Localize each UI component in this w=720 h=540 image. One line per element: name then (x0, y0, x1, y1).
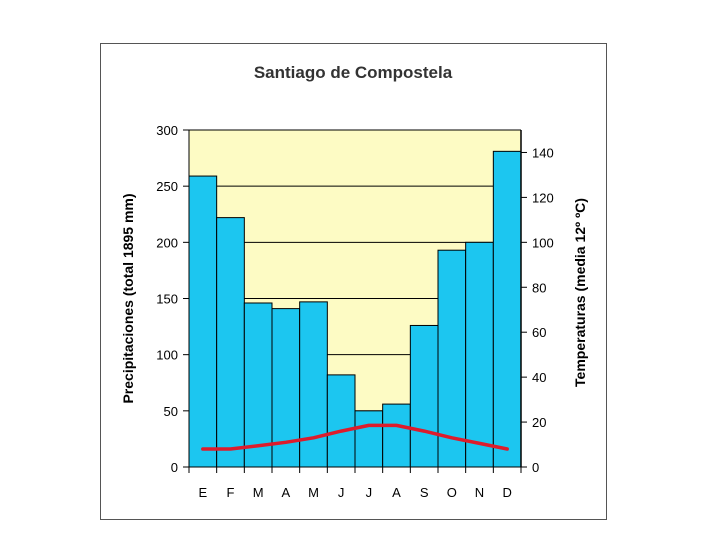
right-tick-label: 0 (532, 460, 539, 475)
tick-labels: 0 50 100 150 200 250 300 0 20 40 60 80 100 120 140 E F M A… (156, 123, 553, 500)
climate-chart: 0 50 100 150 200 250 300 0 20 40 60 80 100 120 140 E F M A… (120, 63, 588, 500)
precipitation-bars (188, 150, 522, 468)
right-tick-label: 140 (532, 145, 554, 160)
precipitation-bar (354, 410, 384, 468)
chart-title: Santiago de Compostela (254, 63, 453, 82)
x-tick-label: A (392, 485, 401, 500)
x-tick-label: E (198, 485, 207, 500)
right-tick-label: 100 (532, 235, 554, 250)
left-tick-label: 150 (156, 292, 178, 307)
precipitation-bar (492, 150, 522, 468)
precipitation-bar (382, 403, 411, 468)
left-tick-label: 300 (156, 123, 178, 138)
x-tick-label: N (475, 485, 484, 500)
x-tick-label: M (308, 485, 319, 500)
axes (183, 129, 527, 473)
x-tick-label: J (366, 485, 373, 500)
right-tick-label: 40 (532, 370, 546, 385)
x-tick-label: S (420, 485, 429, 500)
x-tick-label: A (281, 485, 290, 500)
x-tick-label: O (447, 485, 457, 500)
precipitation-bar (409, 324, 439, 468)
right-tick-label: 80 (532, 280, 546, 295)
right-tick-label: 20 (532, 415, 546, 430)
x-tick-label: M (253, 485, 264, 500)
left-tick-label: 250 (156, 179, 178, 194)
precipitation-bar (299, 301, 328, 468)
right-tick-label: 60 (532, 325, 546, 340)
temperature-line-path (201, 423, 509, 451)
precipitation-bar (243, 302, 273, 468)
left-tick-label: 100 (156, 348, 178, 363)
left-tick-label: 50 (164, 404, 178, 419)
precipitation-bar (465, 241, 494, 468)
precipitation-bar (326, 374, 356, 468)
right-tick-label: 120 (532, 190, 554, 205)
chart-frame: 0 50 100 150 200 250 300 0 20 40 60 80 100 120 140 E F M A… (100, 43, 607, 520)
temperature-line (201, 423, 509, 451)
x-tick-label: J (338, 485, 345, 500)
x-tick-label: D (502, 485, 511, 500)
x-tick-label: F (227, 485, 235, 500)
precipitation-bar (216, 217, 245, 468)
precipitation-bar (188, 175, 218, 468)
right-axis-title: Temperaturas (media 12º ºC) (572, 198, 588, 387)
left-axis-title: Precipitaciones (total 1895 mm) (120, 193, 136, 403)
left-tick-label: 200 (156, 235, 178, 250)
left-tick-label: 0 (171, 460, 178, 475)
